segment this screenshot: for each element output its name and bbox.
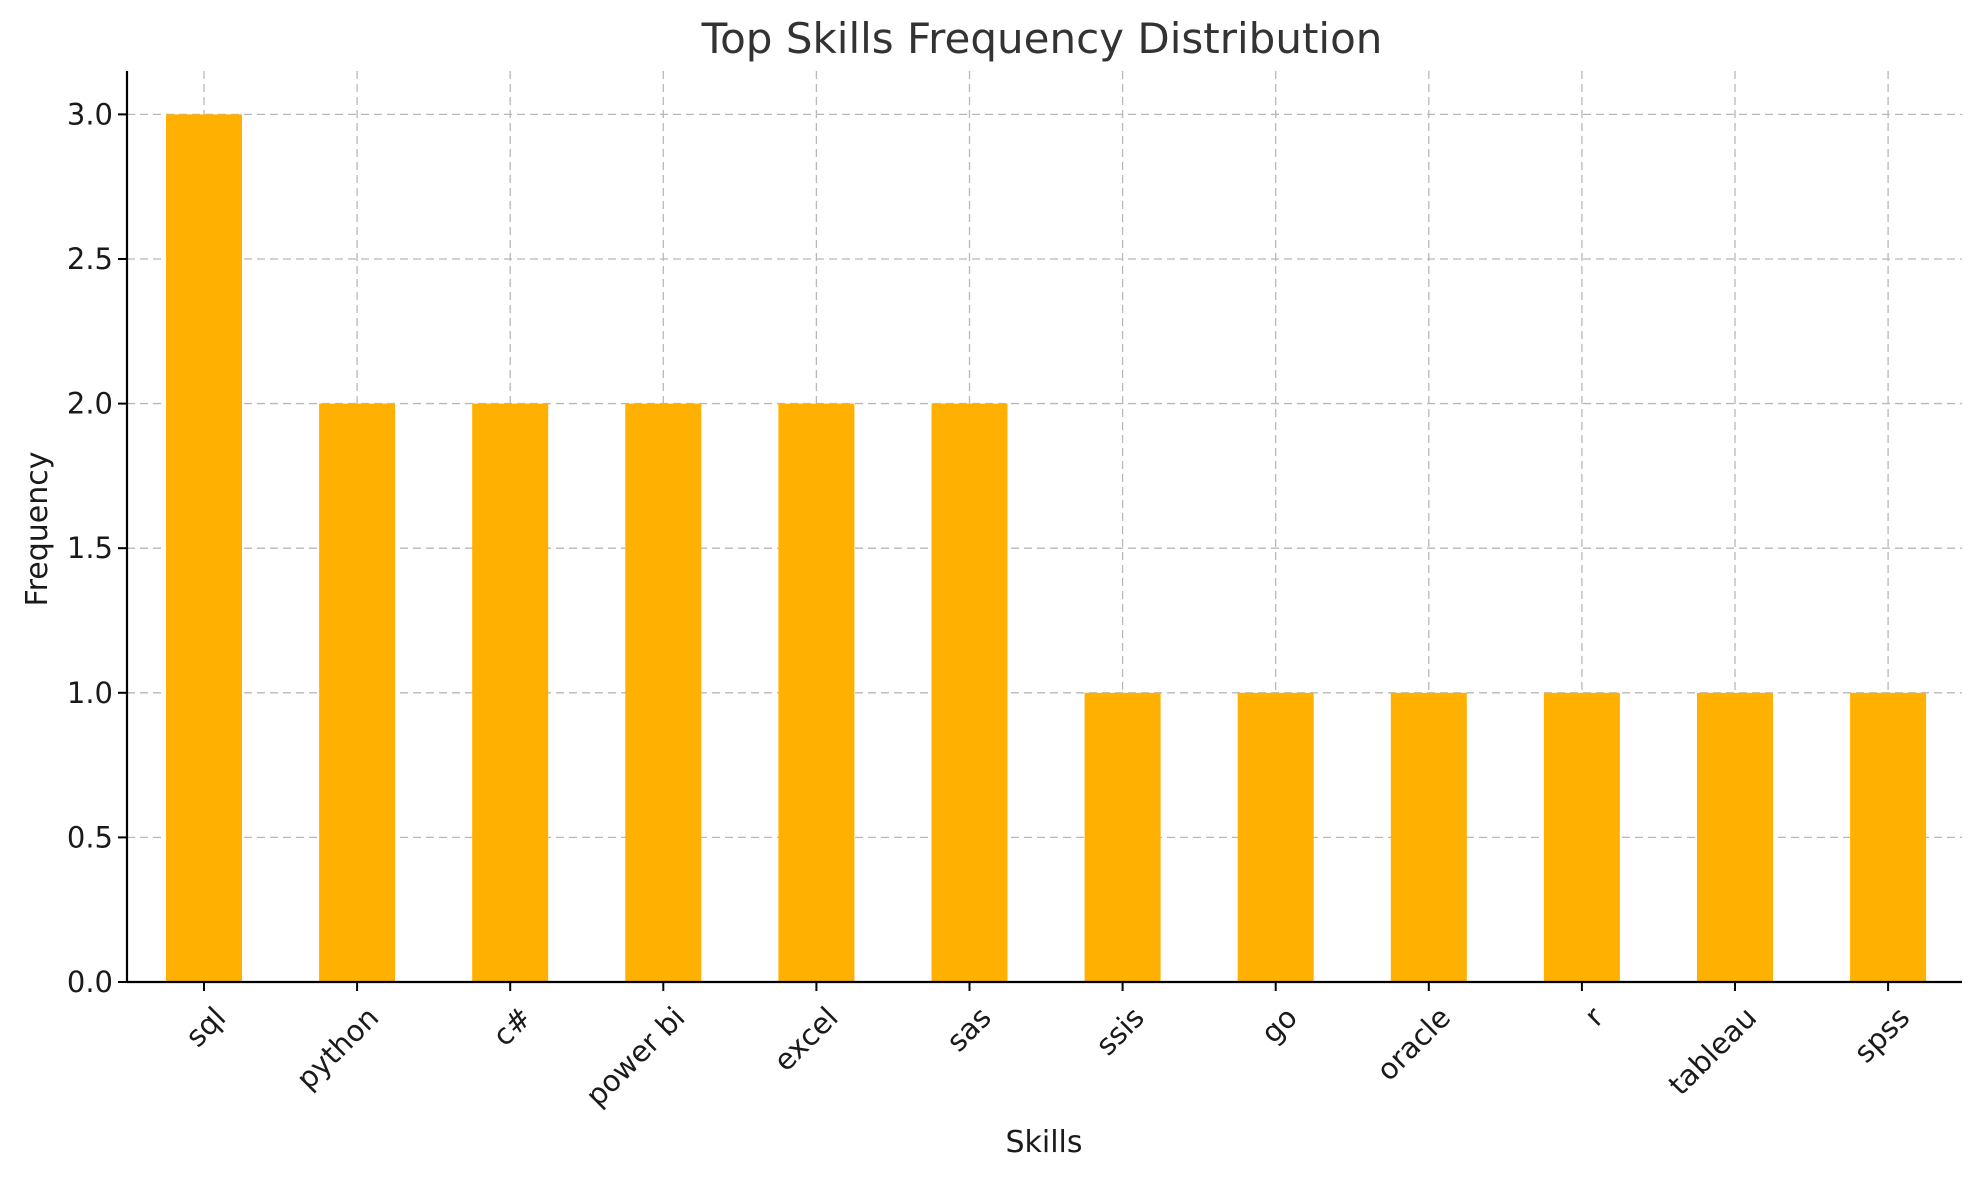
x-tick-label: c# (486, 1000, 539, 1053)
bar-python (319, 403, 396, 983)
y-tick-label: 1.5 (67, 531, 113, 565)
bar-tableau (1697, 692, 1773, 982)
bar-go (1237, 692, 1314, 982)
bar-c- (472, 403, 549, 983)
y-tick-label: 2.0 (67, 387, 113, 421)
bar-sas (931, 403, 1008, 983)
y-ticks: 0.0 0.5 1.0 1.5 2.0 2.5 3.0 (67, 97, 127, 999)
bar-power-bi (625, 403, 702, 983)
y-axis-label: Frequency (20, 452, 55, 607)
x-tick-label: spss (1847, 1000, 1916, 1069)
chart-title: Top Skills Frequency Distribution (701, 14, 1383, 63)
x-tick-label: ssis (1089, 1000, 1151, 1062)
y-tick-label: 3.0 (67, 97, 113, 131)
bar-oracle (1390, 692, 1467, 982)
x-tick-label: excel (767, 1000, 845, 1078)
x-ticks: sql python c# power bi excel sas ssis go oracle r… (179, 982, 1916, 1113)
x-tick-label: power bi (579, 1000, 692, 1113)
y-tick-label: 0.0 (67, 965, 113, 999)
y-tick-label: 1.0 (67, 676, 113, 710)
grid-lines (127, 71, 1962, 983)
bar-ssis (1084, 692, 1161, 982)
x-tick-label: go (1254, 1000, 1304, 1050)
bars (166, 114, 1927, 983)
x-tick-label: python (290, 1000, 386, 1096)
bar-spss (1850, 692, 1927, 982)
y-tick-label: 2.5 (67, 242, 113, 276)
x-tick-label: r (1578, 1000, 1611, 1033)
x-tick-label: oracle (1370, 1000, 1457, 1087)
bar-r (1543, 692, 1620, 982)
y-tick-label: 0.5 (67, 820, 113, 854)
bar-excel (778, 403, 855, 983)
bar-sql (166, 114, 242, 982)
x-tick-label: sas (940, 1000, 998, 1058)
x-tick-label: tableau (1662, 1000, 1764, 1102)
x-axis-label: Skills (1005, 1125, 1082, 1160)
x-tick-label: sql (179, 1000, 232, 1053)
axes (125, 71, 1962, 984)
